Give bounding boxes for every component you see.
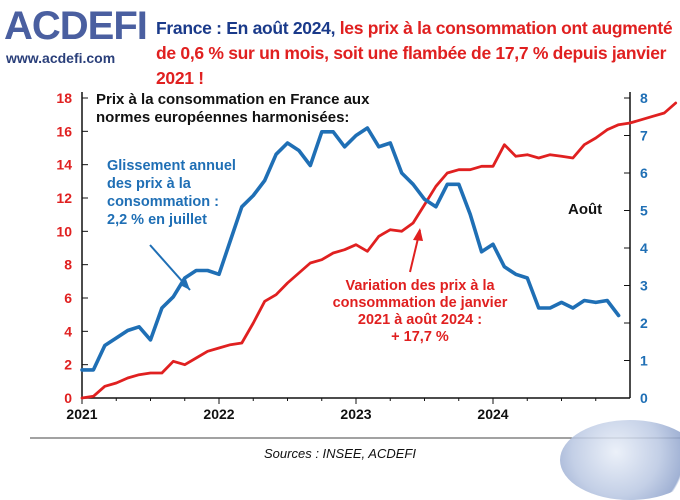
left-tick-label: 2 — [64, 357, 72, 373]
blue-arrow-head — [180, 279, 190, 290]
right-tick-label: 4 — [640, 240, 648, 256]
right-tick-label: 3 — [640, 278, 648, 294]
left-tick-label: 10 — [56, 223, 72, 239]
annual-inflation-line — [80, 126, 621, 372]
chart-frame — [30, 92, 680, 439]
x-tick-label: 2023 — [340, 406, 371, 422]
left-tick-label: 12 — [56, 190, 72, 206]
x-tick-label: 2024 — [477, 406, 508, 422]
blue-annotation-line: 2,2 % en juillet — [107, 212, 207, 228]
right-tick-label: 0 — [640, 390, 648, 406]
chart-title-line2: normes européennes harmonisées: — [96, 109, 349, 126]
logo-wordmark: ACDEFI — [4, 4, 148, 48]
cumulative-price-line — [80, 101, 678, 400]
left-tick-label: 4 — [64, 323, 72, 339]
headline-lead: France : En août 2024, — [156, 18, 340, 38]
left-tick-label: 16 — [56, 123, 72, 139]
headline-emphasis: les prix à la consommation ont augmenté … — [156, 18, 673, 88]
x-tick-label: 2022 — [203, 406, 234, 422]
headline: France : En août 2024, les prix à la con… — [156, 16, 680, 91]
left-tick-label: 18 — [56, 90, 72, 106]
right-tick-label: 7 — [640, 128, 648, 144]
logo-url: www.acdefi.com — [6, 50, 116, 66]
blue-annotation-line: consommation : — [107, 194, 219, 210]
red-arrow-head — [413, 228, 423, 241]
right-tick-label: 6 — [640, 165, 648, 181]
left-tick-label: 14 — [56, 157, 72, 173]
x-tick-label: 2021 — [66, 406, 97, 422]
red-annotation-line: 2021 à août 2024 : — [358, 312, 482, 328]
month-label: Août — [568, 201, 602, 218]
red-annotation-line: consommation de janvier — [333, 295, 508, 311]
right-tick-label: 2 — [640, 315, 648, 331]
sources-note: Sources : INSEE, ACDEFI — [264, 446, 416, 461]
chart-title-line1: Prix à la consommation en France aux — [96, 91, 370, 108]
right-tick-label: 1 — [640, 353, 648, 369]
blue-annotation-line: des prix à la — [107, 176, 192, 192]
red-annotation-line: + 17,7 % — [391, 329, 449, 345]
red-annotation-line: Variation des prix à la — [345, 278, 495, 294]
blue-annotation-line: Glissement annuel — [107, 158, 236, 174]
left-tick-label: 8 — [64, 257, 72, 273]
right-tick-label: 8 — [640, 90, 648, 106]
acdefi-logo: ACDEFI www.acdefi.com — [4, 4, 154, 70]
left-tick-label: 6 — [64, 290, 72, 306]
left-tick-label: 0 — [64, 390, 72, 406]
chart-series — [80, 101, 678, 400]
right-tick-label: 5 — [640, 203, 648, 219]
